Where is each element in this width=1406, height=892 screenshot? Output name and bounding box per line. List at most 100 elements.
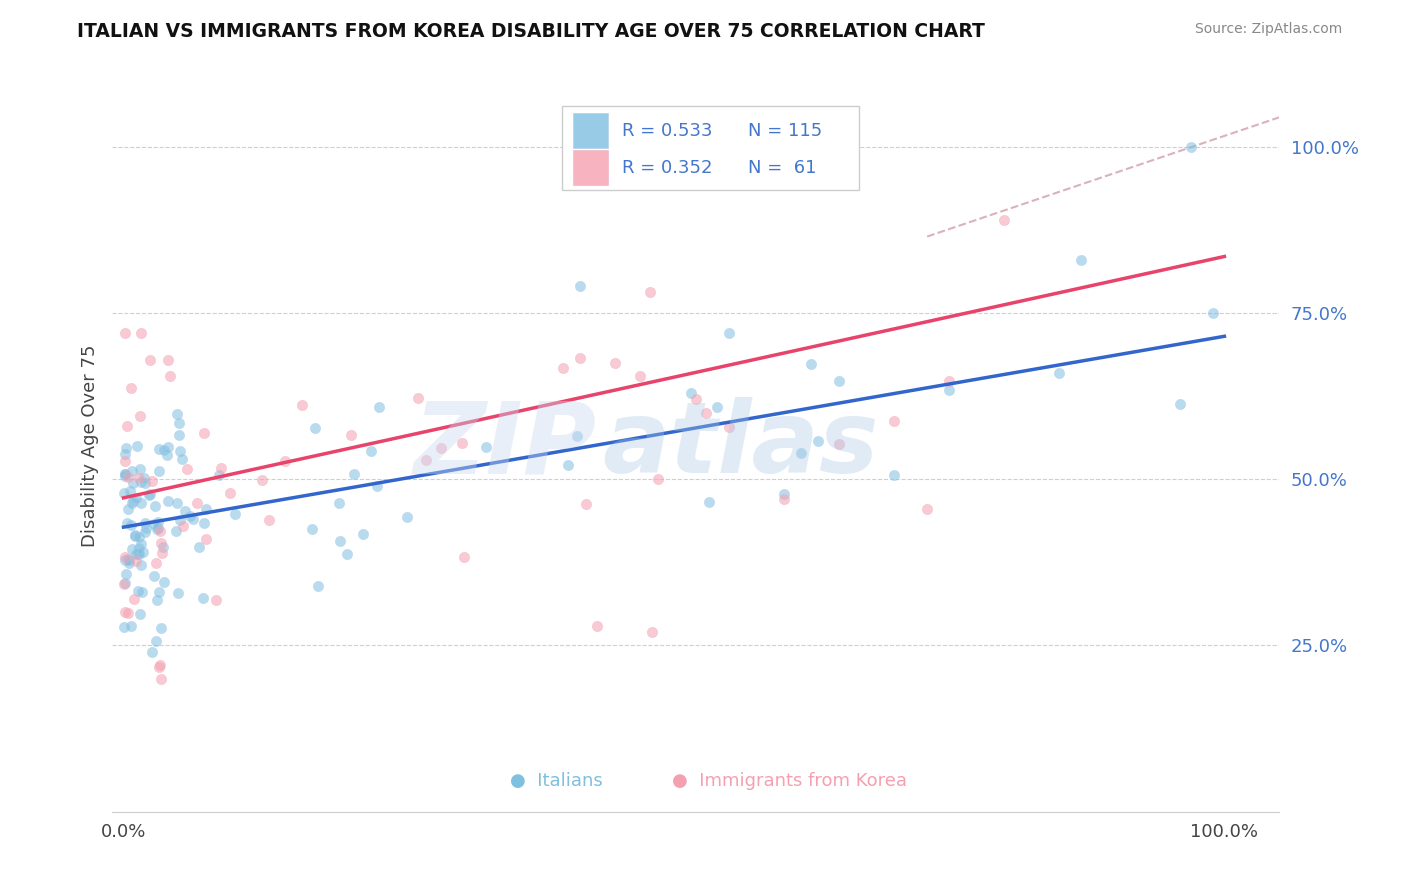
Point <box>145 634 167 648</box>
Point <box>153 575 176 590</box>
Point <box>647 472 669 486</box>
Point <box>134 516 156 530</box>
Point <box>993 213 1015 227</box>
Point <box>128 471 150 485</box>
Point <box>129 326 152 340</box>
Point <box>291 398 314 412</box>
Point <box>1047 366 1070 380</box>
Point <box>149 658 172 673</box>
Y-axis label: Disability Age Over 75: Disability Age Over 75 <box>80 344 98 548</box>
Point <box>114 467 136 481</box>
Point <box>124 528 146 542</box>
Point <box>773 491 796 506</box>
Point <box>129 496 152 510</box>
Point <box>153 442 176 457</box>
Point <box>641 625 664 640</box>
Point <box>127 583 149 598</box>
Point <box>224 507 246 521</box>
Point <box>114 605 136 619</box>
Point <box>706 400 728 414</box>
Point <box>274 453 297 467</box>
Point <box>329 534 352 549</box>
Point <box>114 441 136 455</box>
Point <box>167 416 190 430</box>
Point <box>553 361 575 376</box>
Point <box>807 434 830 449</box>
FancyBboxPatch shape <box>574 150 609 185</box>
Point <box>141 645 163 659</box>
Point <box>194 502 217 516</box>
Point <box>208 467 231 482</box>
Text: atlas: atlas <box>603 398 879 494</box>
Point <box>131 536 153 550</box>
Point <box>638 285 661 299</box>
Point <box>195 532 218 546</box>
Point <box>114 467 136 482</box>
Point <box>138 488 160 502</box>
Point <box>307 579 329 593</box>
Point <box>121 542 143 557</box>
Point <box>406 391 429 405</box>
Point <box>122 591 145 606</box>
Point <box>124 547 146 561</box>
Point <box>135 521 157 535</box>
Point <box>148 442 170 456</box>
Point <box>219 486 242 500</box>
Point <box>143 568 166 582</box>
Point <box>169 444 191 458</box>
Point <box>128 530 150 544</box>
Point <box>156 440 179 454</box>
Point <box>301 522 323 536</box>
Point <box>166 407 188 421</box>
Point <box>134 475 156 490</box>
Point <box>183 512 205 526</box>
Point <box>176 462 198 476</box>
Point <box>148 660 170 674</box>
Point <box>451 436 474 450</box>
Point <box>128 462 150 476</box>
Point <box>1070 253 1092 268</box>
Point <box>169 513 191 527</box>
Point <box>681 385 703 400</box>
Point <box>149 536 172 550</box>
Text: R = 0.352: R = 0.352 <box>623 159 713 177</box>
Point <box>152 540 174 554</box>
Point <box>800 357 823 371</box>
Point <box>193 591 215 605</box>
Point <box>149 524 172 539</box>
Point <box>146 593 169 607</box>
Point <box>112 576 135 591</box>
Point <box>128 409 150 424</box>
Point <box>120 517 142 532</box>
Point <box>114 448 136 462</box>
Point <box>915 501 938 516</box>
Point <box>156 448 179 462</box>
Point <box>395 509 418 524</box>
Point <box>114 576 136 591</box>
Point <box>114 468 136 483</box>
Point <box>118 483 141 498</box>
Point <box>717 419 740 434</box>
Point <box>156 352 179 367</box>
Point <box>204 593 226 607</box>
Point <box>128 547 150 561</box>
Point <box>115 516 138 530</box>
Text: ZIP: ZIP <box>413 398 596 494</box>
Point <box>340 428 363 442</box>
Text: ITALIAN VS IMMIGRANTS FROM KOREA DISABILITY AGE OVER 75 CORRELATION CHART: ITALIAN VS IMMIGRANTS FROM KOREA DISABIL… <box>77 22 986 41</box>
Text: ●  Immigrants from Korea: ● Immigrants from Korea <box>672 772 907 790</box>
Point <box>127 547 149 561</box>
Point <box>128 541 150 556</box>
Point <box>188 540 211 554</box>
Point <box>685 392 707 407</box>
Point <box>143 516 166 531</box>
Point <box>120 381 142 395</box>
Point <box>117 606 139 620</box>
Point <box>773 487 796 501</box>
Point <box>717 326 740 340</box>
Point <box>166 496 188 510</box>
Point <box>121 475 143 490</box>
Point <box>186 495 208 509</box>
Point <box>328 496 350 510</box>
Text: R = 0.533: R = 0.533 <box>623 121 713 140</box>
